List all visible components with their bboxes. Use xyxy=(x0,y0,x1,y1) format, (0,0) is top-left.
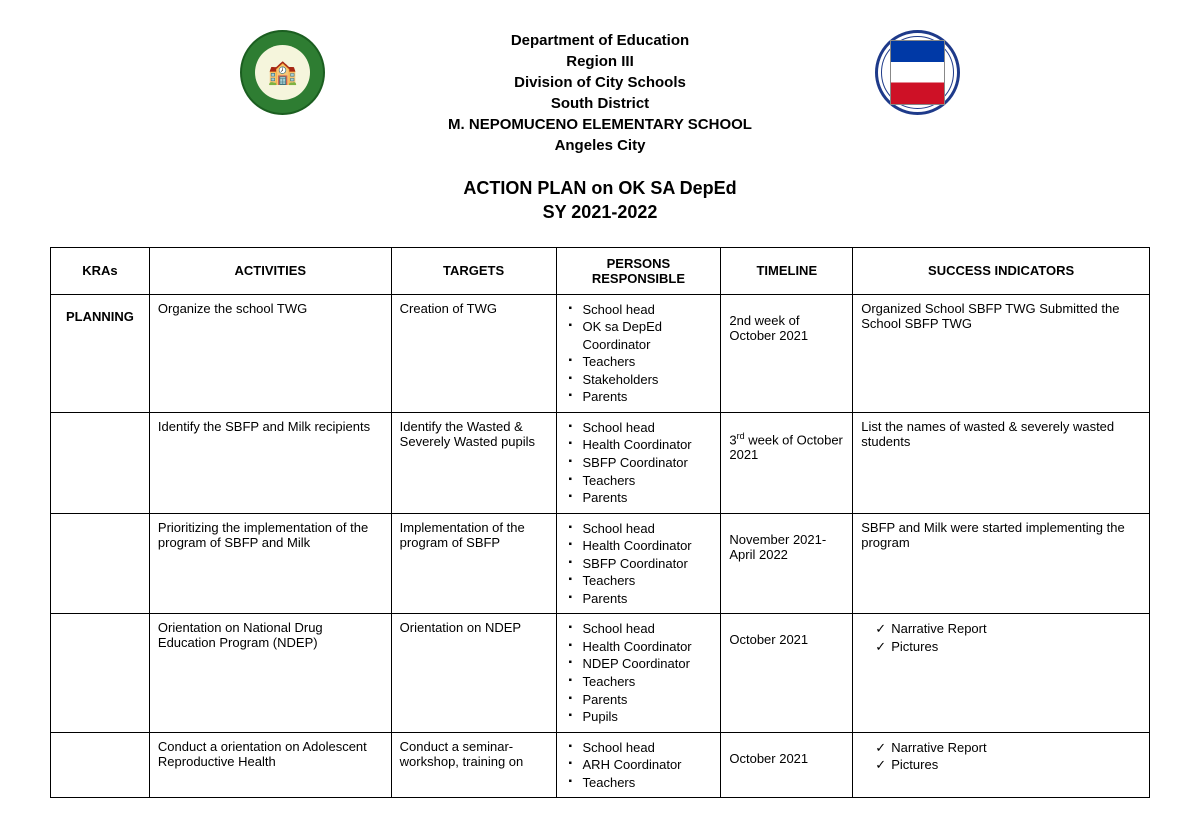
indicator-item: Narrative Report xyxy=(875,739,1141,757)
person-item: Parents xyxy=(569,489,713,507)
person-item: Parents xyxy=(569,590,713,608)
col-header: TIMELINE xyxy=(721,247,853,294)
person-item: Health Coordinator xyxy=(569,537,713,555)
persons-cell: School headARH CoordinatorTeachers xyxy=(556,732,721,798)
header-line-4: South District xyxy=(50,93,1150,114)
person-item: Stakeholders xyxy=(569,371,713,389)
timeline-cell: November 2021- April 2022 xyxy=(721,513,853,614)
header-line-1: Department of Education xyxy=(50,30,1150,51)
target-cell: Creation of TWG xyxy=(391,294,556,412)
kra-cell xyxy=(51,412,150,513)
indicator-item: Pictures xyxy=(875,756,1141,774)
timeline-cell: 3rd week of October 2021 xyxy=(721,412,853,513)
indicator-item: Narrative Report xyxy=(875,620,1141,638)
person-item: Teachers xyxy=(569,774,713,792)
persons-cell: School headHealth CoordinatorSBFP Coordi… xyxy=(556,412,721,513)
target-cell: Conduct a seminar-workshop, training on xyxy=(391,732,556,798)
indicator-cell: Narrative ReportPictures xyxy=(853,614,1150,732)
document-title: ACTION PLAN on OK SA DepEd SY 2021-2022 xyxy=(50,176,1150,225)
table-row: Conduct a orientation on Adolescent Repr… xyxy=(51,732,1150,798)
activity-cell: Organize the school TWG xyxy=(149,294,391,412)
kra-cell xyxy=(51,732,150,798)
kra-cell: PLANNING xyxy=(51,294,150,412)
col-header: SUCCESS INDICATORS xyxy=(853,247,1150,294)
document-header: 🏫 Department of Education Region III Div… xyxy=(50,30,1150,156)
person-item: NDEP Coordinator xyxy=(569,655,713,673)
table-row: PLANNINGOrganize the school TWGCreation … xyxy=(51,294,1150,412)
header-line-3: Division of City Schools xyxy=(50,72,1150,93)
persons-cell: School headOK sa DepEd CoordinatorTeache… xyxy=(556,294,721,412)
col-header: TARGETS xyxy=(391,247,556,294)
title-line-2: SY 2021-2022 xyxy=(50,200,1150,224)
person-item: Teachers xyxy=(569,472,713,490)
person-item: Health Coordinator xyxy=(569,436,713,454)
person-item: Parents xyxy=(569,691,713,709)
activity-cell: Prioritizing the implementation of the p… xyxy=(149,513,391,614)
header-line-5: M. NEPOMUCENO ELEMENTARY SCHOOL xyxy=(50,114,1150,135)
table-row: Prioritizing the implementation of the p… xyxy=(51,513,1150,614)
col-header: ACTIVITIES xyxy=(149,247,391,294)
indicator-cell: SBFP and Milk were started implementing … xyxy=(853,513,1150,614)
activity-cell: Identify the SBFP and Milk recipients xyxy=(149,412,391,513)
target-cell: Identify the Wasted & Severely Wasted pu… xyxy=(391,412,556,513)
person-item: SBFP Coordinator xyxy=(569,454,713,472)
activity-cell: Orientation on National Drug Education P… xyxy=(149,614,391,732)
col-header: PERSONSRESPONSIBLE xyxy=(556,247,721,294)
table-header-row: KRAsACTIVITIESTARGETSPERSONSRESPONSIBLET… xyxy=(51,247,1150,294)
timeline-cell: 2nd week of October 2021 xyxy=(721,294,853,412)
action-plan-table: KRAsACTIVITIESTARGETSPERSONSRESPONSIBLET… xyxy=(50,247,1150,799)
activity-cell: Conduct a orientation on Adolescent Repr… xyxy=(149,732,391,798)
indicator-cell: List the names of wasted & severely wast… xyxy=(853,412,1150,513)
person-item: Teachers xyxy=(569,572,713,590)
school-seal-left: 🏫 xyxy=(240,30,325,115)
kra-cell xyxy=(51,614,150,732)
person-item: School head xyxy=(569,419,713,437)
header-line-2: Region III xyxy=(50,51,1150,72)
persons-cell: School headHealth CoordinatorSBFP Coordi… xyxy=(556,513,721,614)
person-item: SBFP Coordinator xyxy=(569,555,713,573)
kra-cell xyxy=(51,513,150,614)
person-item: ARH Coordinator xyxy=(569,756,713,774)
deped-seal-right xyxy=(875,30,960,115)
person-item: Pupils xyxy=(569,708,713,726)
timeline-cell: October 2021 xyxy=(721,732,853,798)
timeline-cell: October 2021 xyxy=(721,614,853,732)
header-line-6: Angeles City xyxy=(50,135,1150,156)
person-item: Teachers xyxy=(569,673,713,691)
target-cell: Implementation of the program of SBFP xyxy=(391,513,556,614)
person-item: Parents xyxy=(569,388,713,406)
person-item: School head xyxy=(569,520,713,538)
table-body: PLANNINGOrganize the school TWGCreation … xyxy=(51,294,1150,798)
table-row: Orientation on National Drug Education P… xyxy=(51,614,1150,732)
person-item: Health Coordinator xyxy=(569,638,713,656)
table-row: Identify the SBFP and Milk recipientsIde… xyxy=(51,412,1150,513)
indicator-cell: Narrative ReportPictures xyxy=(853,732,1150,798)
person-item: Teachers xyxy=(569,353,713,371)
title-line-1: ACTION PLAN on OK SA DepEd xyxy=(50,176,1150,200)
person-item: School head xyxy=(569,301,713,319)
person-item: OK sa DepEd Coordinator xyxy=(569,318,713,353)
person-item: School head xyxy=(569,620,713,638)
indicator-cell: Organized School SBFP TWG Submitted the … xyxy=(853,294,1150,412)
persons-cell: School headHealth CoordinatorNDEP Coordi… xyxy=(556,614,721,732)
col-header: KRAs xyxy=(51,247,150,294)
target-cell: Orientation on NDEP xyxy=(391,614,556,732)
indicator-item: Pictures xyxy=(875,638,1141,656)
person-item: School head xyxy=(569,739,713,757)
